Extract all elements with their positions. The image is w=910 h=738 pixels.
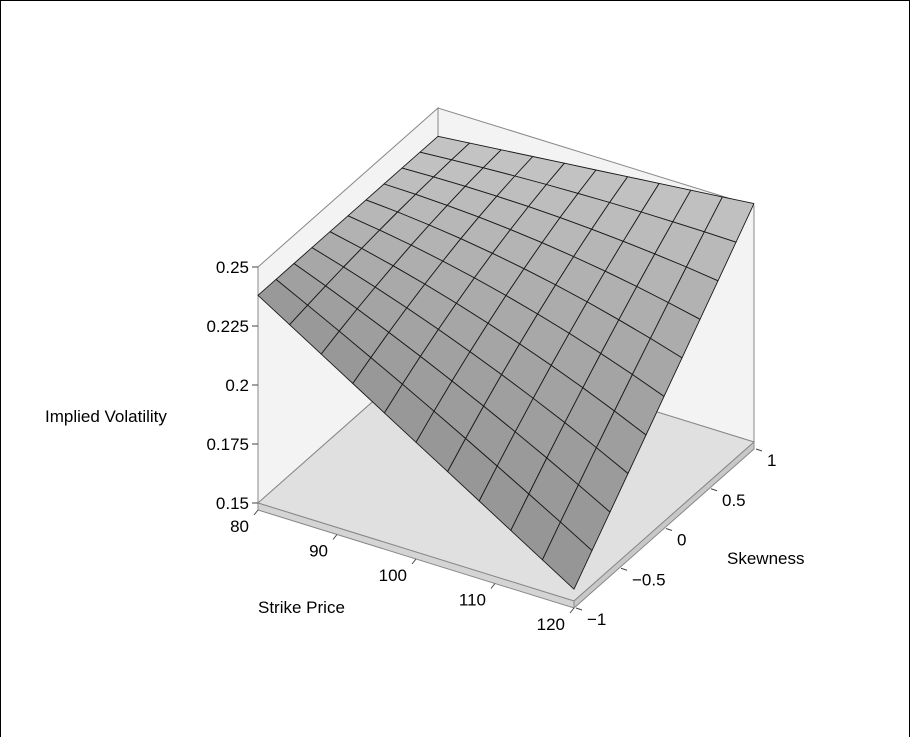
- x-tick-label: 120: [537, 615, 565, 634]
- x-tick-mark: [332, 534, 338, 540]
- x-tick-label: 100: [379, 566, 407, 585]
- x-tick-mark: [490, 583, 496, 589]
- y-tick-label: 0: [677, 531, 686, 550]
- y-tick-label: 0.5: [722, 491, 746, 510]
- y-tick-mark: [665, 528, 673, 531]
- x-tick-label: 90: [309, 542, 328, 561]
- y-tick-label: −1: [587, 610, 606, 629]
- y-tick-label: −0.5: [632, 570, 666, 589]
- x-tick-mark: [411, 558, 417, 565]
- y-tick-label: 1: [767, 451, 776, 470]
- y-tick-mark: [710, 488, 718, 492]
- z-tick-label: 0.175: [206, 435, 249, 454]
- axis-ticks: 0.15 0.175 0.2 0.225 0.25 80 90 100 110 120 −1 −0.5…: [206, 258, 776, 634]
- x-tick-mark: [569, 607, 575, 614]
- z-tick-label: 0.25: [216, 258, 249, 277]
- z-axis-label: Implied Volatility: [45, 407, 167, 426]
- x-tick-label: 110: [459, 591, 486, 610]
- y-tick-mark: [620, 567, 628, 571]
- x-tick-mark: [253, 509, 259, 516]
- x-axis-label: Strike Price: [258, 598, 345, 617]
- z-tick-label: 0.225: [206, 317, 249, 336]
- surface-cell: [541, 521, 593, 590]
- x-tick-label: 80: [230, 517, 249, 536]
- y-axis-label: Skewness: [727, 549, 804, 568]
- z-tick-label: 0.2: [225, 376, 249, 395]
- surface-mesh: [257, 135, 755, 590]
- z-tick-label: 0.15: [216, 494, 249, 513]
- y-tick-mark: [755, 448, 763, 452]
- floor-edge-right: [573, 440, 755, 610]
- y-tick-mark: [575, 607, 583, 611]
